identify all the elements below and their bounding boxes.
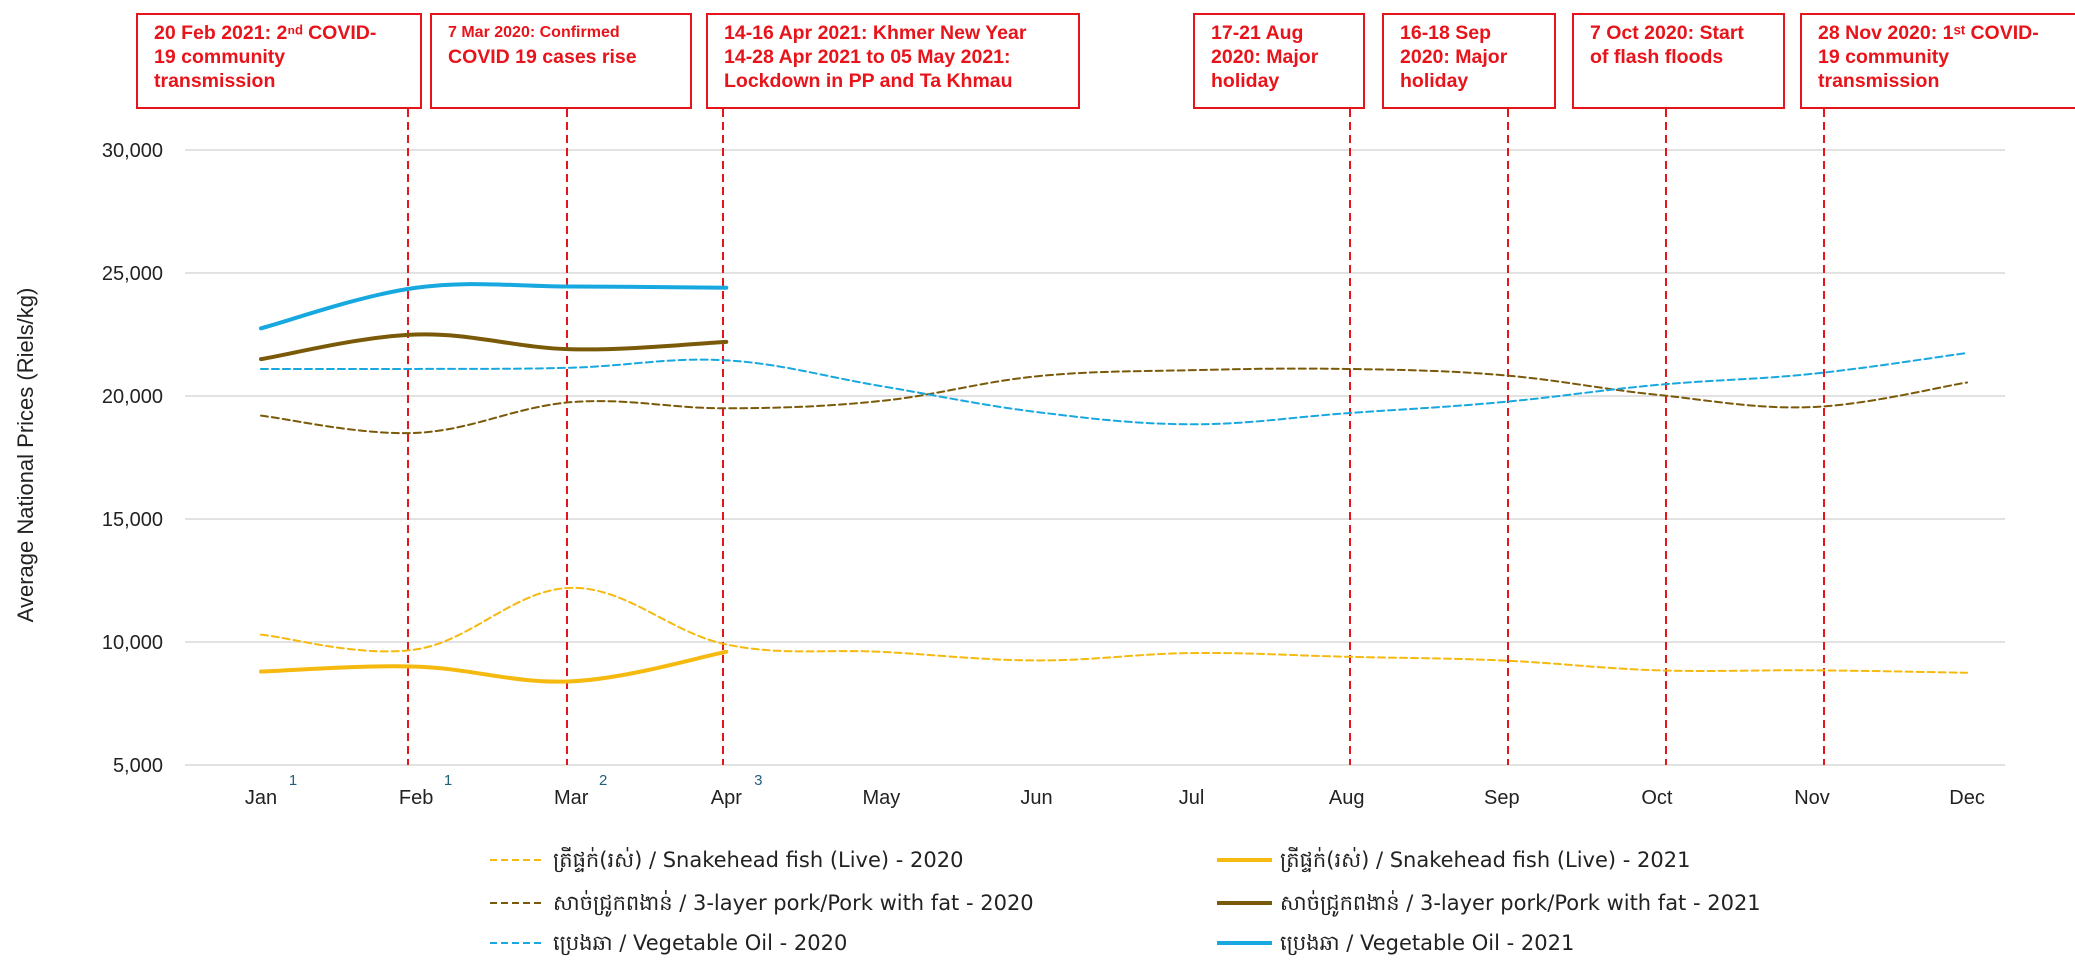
legend-label: ត្រីផ្ទក់(រស់) / Snakehead fish (Live) -…: [553, 847, 963, 873]
series-line-1: [259, 649, 729, 684]
annotation-oct-floods: 7 Oct 2020: Start of flash floods: [1572, 13, 1785, 109]
annotation-nov-covid: 28 Nov 2020: 1ˢᵗ COVID- 19 community tra…: [1800, 13, 2075, 109]
series-line-0: [260, 586, 1969, 674]
legend: ត្រីផ្ទក់(រស់) / Snakehead fish (Live) -…: [490, 847, 1761, 956]
x-tick-label: Dec: [1949, 787, 1985, 809]
y-tick-label: 10,000: [102, 632, 163, 654]
y-tick-label: 20,000: [102, 386, 163, 408]
month-footnote-marker: 2: [599, 772, 607, 789]
x-tick-label: Oct: [1641, 787, 1673, 809]
annotation-apr-khmer-new-year: 14-16 Apr 2021: Khmer New Year 14-28 Apr…: [706, 13, 1080, 109]
x-tick-label: May: [863, 787, 901, 809]
x-tick-label: Jun: [1020, 787, 1052, 809]
y-tick-label: 30,000: [102, 140, 163, 162]
event-lines: [407, 109, 1825, 765]
x-axis-tick-labels: Jan Feb Mar Apr May Jun Jul Aug Sep Oct Nov Dec 1 1 2 3: [245, 772, 1985, 809]
x-tick-label: Jul: [1179, 787, 1205, 809]
legend-label: ប្រេងឆា / Vegetable Oil - 2020: [553, 931, 847, 956]
series-line-4: [260, 351, 1969, 426]
annotation-sep-holiday: 16-18 Sep 2020: Major holiday: [1382, 13, 1556, 109]
series-line-3: [259, 332, 729, 362]
annotation-aug-holiday: 17-21 Aug 2020: Major holiday: [1193, 13, 1365, 109]
x-tick-label: Apr: [711, 787, 742, 809]
gridlines: [185, 149, 2005, 766]
y-tick-label: 5,000: [113, 755, 163, 777]
y-tick-label: 15,000: [102, 509, 163, 531]
legend-label: សាច់ជ្រូកពងាន់ / 3-layer pork/Pork with …: [1280, 890, 1761, 917]
x-tick-label: Aug: [1329, 787, 1365, 809]
series-line-2: [260, 367, 1969, 435]
month-footnote-marker: 1: [444, 772, 452, 789]
y-axis-title: Average National Prices (Riels/kg): [13, 288, 38, 623]
legend-label: សាច់ជ្រូកពងាន់ / 3-layer pork/Pork with …: [553, 890, 1034, 917]
x-tick-label: Jan: [245, 787, 277, 809]
x-tick-label: Nov: [1794, 787, 1830, 809]
x-tick-label: Sep: [1484, 787, 1520, 809]
series-lines: [259, 282, 1969, 684]
annotation-mar-covid: 7 Mar 2020: Confirmed COVID 19 cases ris…: [430, 13, 692, 109]
month-footnote-marker: 1: [289, 772, 297, 789]
series-line-5: [259, 282, 729, 331]
legend-label: ប្រេងឆា / Vegetable Oil - 2021: [1280, 931, 1574, 956]
x-tick-label: Feb: [399, 787, 433, 809]
x-tick-label: Mar: [554, 787, 589, 809]
y-axis-tick-labels: 5,000 10,000 15,000 20,000 25,000 30,000: [102, 140, 163, 777]
y-tick-label: 25,000: [102, 263, 163, 285]
month-footnote-marker: 3: [754, 772, 762, 789]
annotation-feb-covid: 20 Feb 2021: 2ⁿᵈ COVID- 19 community tra…: [136, 13, 422, 109]
legend-label: ត្រីផ្ទក់(រស់) / Snakehead fish (Live) -…: [1280, 847, 1690, 873]
